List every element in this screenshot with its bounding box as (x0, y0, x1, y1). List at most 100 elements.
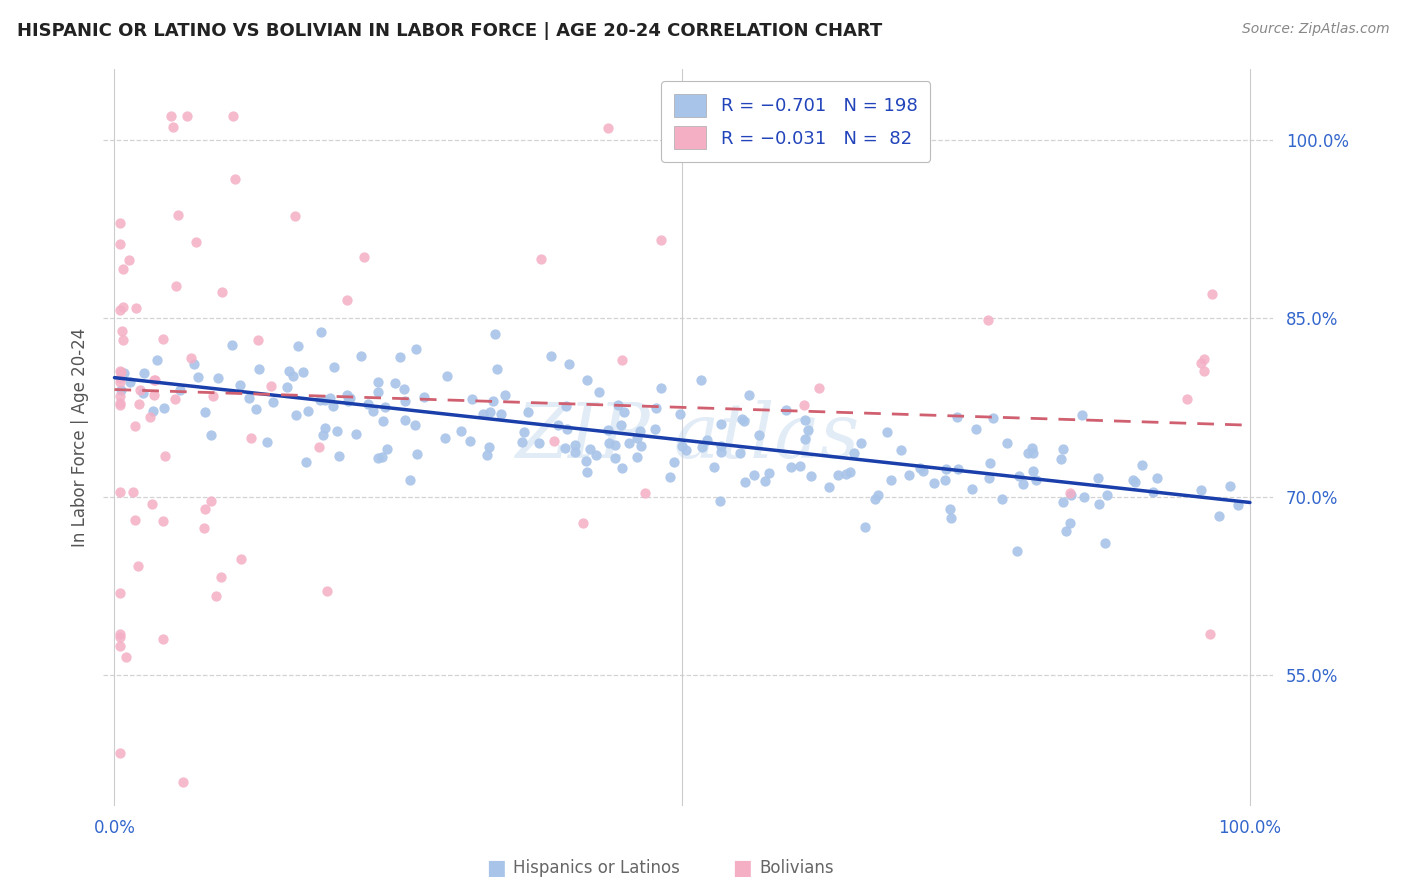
Point (613, 405, 636, 419)
Point (839, 465, 862, 479)
Point (1060, 488, 1083, 502)
Point (1052, 495, 1074, 509)
Point (152, 332, 174, 346)
Point (475, 448, 498, 462)
Point (1054, 524, 1077, 538)
Point (121, 485, 143, 500)
Point (240, 431, 263, 445)
Point (124, 418, 146, 433)
Point (108, 389, 131, 403)
Point (367, 450, 389, 465)
Point (1022, 446, 1045, 460)
Point (880, 473, 903, 487)
Point (934, 473, 956, 487)
Point (690, 373, 713, 387)
Point (1130, 458, 1153, 472)
Point (1175, 392, 1198, 407)
Point (110, 398, 132, 412)
Point (361, 403, 384, 417)
Point (941, 511, 963, 525)
Point (662, 454, 685, 468)
Point (1097, 488, 1119, 502)
Y-axis label: In Labor Force | Age 20-24: In Labor Force | Age 20-24 (72, 327, 89, 547)
Point (108, 376, 131, 390)
Point (1201, 287, 1223, 301)
Point (948, 462, 970, 476)
Point (172, 775, 194, 789)
Point (644, 421, 666, 435)
Point (898, 468, 921, 483)
Point (276, 380, 298, 394)
Point (863, 492, 886, 507)
Point (610, 417, 633, 432)
Point (1122, 474, 1144, 488)
Point (209, 570, 232, 584)
Point (153, 449, 176, 463)
Text: ZIP atlas: ZIP atlas (516, 401, 860, 474)
Point (748, 427, 770, 442)
Point (202, 389, 225, 403)
Point (710, 439, 733, 453)
Point (162, 120, 184, 134)
Point (596, 120, 619, 135)
Point (626, 450, 648, 464)
Point (979, 456, 1001, 470)
Point (797, 423, 820, 437)
Point (152, 514, 174, 528)
Point (143, 373, 166, 387)
Point (564, 445, 586, 459)
Point (142, 373, 165, 387)
Point (484, 327, 506, 342)
Point (394, 393, 416, 408)
Point (981, 410, 1004, 425)
Point (112, 300, 135, 314)
Point (108, 395, 131, 409)
Point (1087, 471, 1109, 485)
Point (709, 494, 731, 508)
Point (256, 434, 278, 449)
Point (478, 440, 501, 454)
Point (125, 301, 148, 315)
Point (108, 746, 131, 760)
Point (1226, 499, 1249, 513)
Text: Hispanics or Latinos: Hispanics or Latinos (513, 859, 681, 877)
Point (977, 313, 1000, 327)
Point (262, 395, 284, 409)
Point (284, 210, 307, 224)
Point (575, 454, 598, 468)
Point (754, 474, 776, 488)
Point (793, 413, 815, 427)
Point (1189, 356, 1212, 370)
Point (405, 447, 427, 461)
Point (494, 388, 516, 402)
Point (120, 375, 142, 389)
Point (603, 438, 626, 452)
Point (309, 392, 332, 407)
Point (461, 392, 484, 406)
Point (612, 353, 634, 368)
Point (152, 401, 174, 415)
Point (675, 442, 697, 457)
Point (152, 632, 174, 646)
Point (146, 352, 169, 367)
Point (344, 427, 367, 442)
Point (371, 450, 394, 464)
Point (211, 285, 233, 299)
Point (555, 422, 578, 436)
Point (489, 407, 512, 421)
Point (671, 439, 693, 453)
Point (312, 428, 335, 442)
Point (169, 384, 191, 398)
Point (460, 434, 482, 449)
Point (849, 436, 872, 450)
Point (517, 405, 540, 419)
Point (1219, 478, 1241, 492)
Point (479, 405, 502, 419)
Point (485, 361, 508, 376)
Point (793, 398, 815, 412)
Point (482, 394, 505, 409)
Point (588, 384, 610, 399)
Point (108, 216, 131, 230)
Point (1198, 626, 1220, 640)
Point (934, 462, 956, 476)
